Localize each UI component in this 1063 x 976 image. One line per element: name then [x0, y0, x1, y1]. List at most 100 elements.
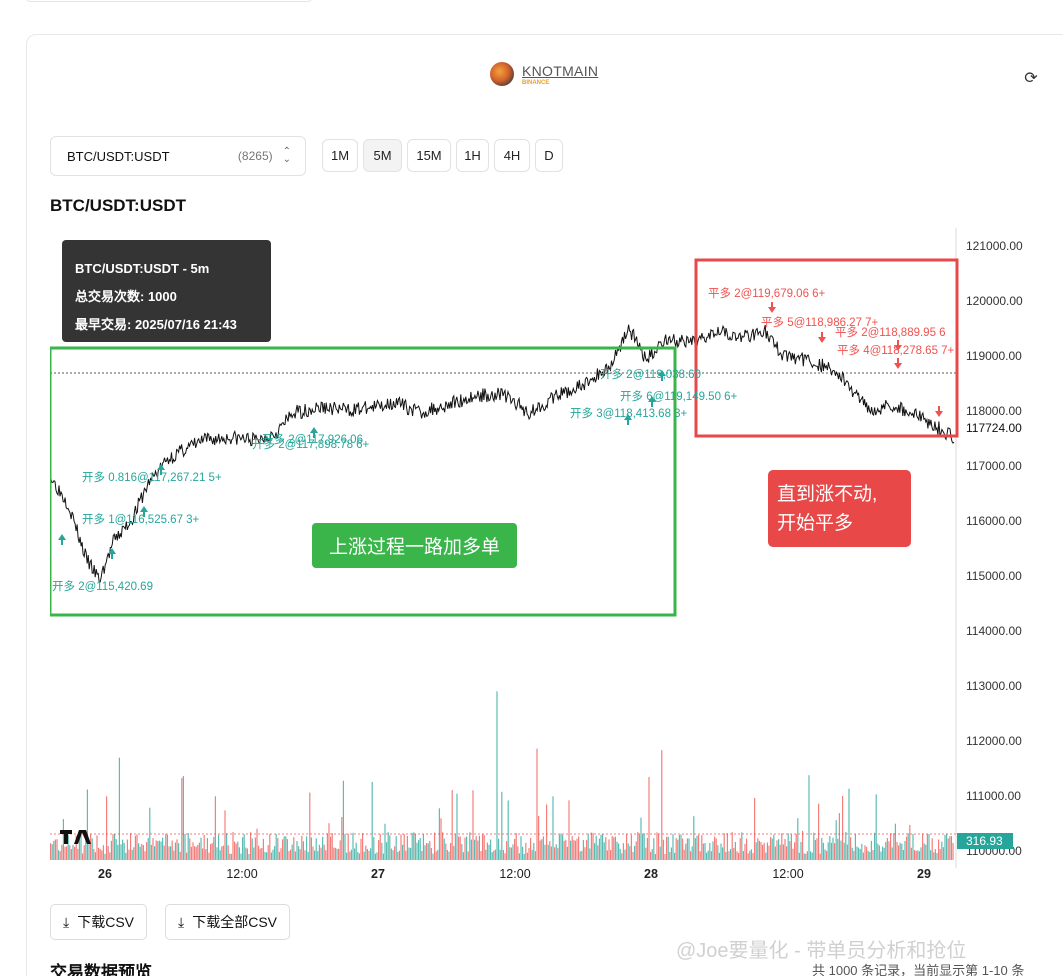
volume-bar	[893, 833, 895, 860]
volume-bar	[237, 841, 239, 860]
volume-bar	[251, 838, 253, 860]
volume-bar	[174, 842, 176, 860]
volume-bar	[549, 841, 551, 860]
volume-bar	[328, 823, 330, 860]
volume-bar	[94, 852, 96, 860]
timeframe-1m[interactable]: 1M	[322, 139, 358, 172]
section-title: 交易数据预览	[50, 963, 152, 976]
brand-link[interactable]: KNOTMAIN	[522, 62, 599, 79]
volume-bar	[74, 846, 76, 860]
volume-bar	[835, 820, 837, 860]
volume-bar	[731, 832, 733, 860]
volume-bar	[342, 780, 344, 860]
trade-annotation-long: 开多 2@115,420.69	[52, 579, 153, 593]
volume-bar	[880, 851, 882, 860]
volume-bar	[221, 846, 223, 860]
volume-bar	[267, 845, 269, 860]
chevron-updown-icon: ⌃ ⌄	[282, 146, 291, 165]
volume-bar	[331, 833, 333, 860]
volume-bar	[362, 833, 364, 860]
volume-bar	[178, 843, 180, 860]
volume-bar	[760, 842, 762, 860]
volume-bar	[840, 840, 842, 860]
volume-bar	[304, 850, 306, 860]
volume-bar	[149, 807, 151, 860]
volume-bar	[432, 853, 434, 860]
volume-bar	[786, 846, 788, 860]
volume-bar	[941, 841, 943, 860]
volume-bar	[597, 845, 599, 860]
buy-arrow	[658, 370, 666, 381]
volume-bar	[170, 846, 172, 860]
trade-annotation-long: 开多 6@119,149.50 6+	[620, 389, 738, 403]
price-chart[interactable]: 121000.00 120000.00 119000.00 118000.00 1170…	[50, 228, 1063, 893]
volume-bar	[512, 844, 514, 860]
volume-bar	[646, 837, 648, 860]
volume-bar	[166, 834, 168, 860]
volume-bar	[270, 852, 272, 860]
timeframe-d[interactable]: D	[535, 139, 563, 172]
volume-bar	[814, 840, 816, 860]
volume-bar	[763, 842, 765, 860]
trade-annotation-close: 平多 2@118,889.95 6	[835, 325, 946, 339]
sell-arrow	[894, 358, 902, 369]
volume-bar	[197, 844, 199, 860]
volume-bar	[62, 819, 64, 860]
y-tick-label: 117000.00	[966, 459, 1022, 473]
volume-bar	[184, 833, 186, 860]
volume-bar	[848, 788, 850, 860]
volume-bar	[946, 833, 948, 860]
volume-bar	[216, 847, 218, 860]
volume-bar	[307, 851, 309, 860]
timeframe-5m[interactable]: 5M	[363, 139, 402, 172]
volume-bar	[363, 851, 365, 860]
volume-bar	[160, 841, 162, 860]
volume-bar	[798, 852, 800, 860]
volume-bar	[526, 852, 528, 860]
buy-arrow	[624, 414, 632, 425]
volume-bar	[494, 849, 496, 860]
volume-bar	[584, 847, 586, 860]
volume-bar	[278, 851, 280, 860]
volume-bar	[448, 851, 450, 860]
volume-bar	[914, 850, 916, 860]
volume-bar	[202, 848, 204, 860]
download-csv-button[interactable]: ⤓ 下载CSV	[50, 904, 147, 940]
timeframe-15m[interactable]: 15M	[407, 139, 451, 172]
volume-bar	[600, 834, 602, 860]
volume-bar	[736, 851, 738, 860]
volume-bar	[474, 839, 476, 860]
volume-bar	[462, 852, 464, 860]
volume-bar	[778, 839, 780, 860]
volume-bar	[509, 847, 511, 860]
tooltip-total-trades: 总交易次数: 1000	[75, 289, 177, 304]
volume-bar	[72, 844, 74, 860]
volume-bar	[358, 853, 360, 860]
volume-bar	[189, 838, 191, 860]
volume-bar	[406, 835, 408, 860]
y-tick-label: 120000.00	[966, 294, 1023, 308]
volume-bar	[490, 839, 492, 860]
volume-bar	[306, 836, 308, 860]
timeframe-4h[interactable]: 4H	[494, 139, 530, 172]
volume-bar	[67, 834, 69, 860]
volume-bar	[677, 839, 679, 860]
volume-bar	[66, 846, 68, 860]
volume-bar	[106, 796, 108, 860]
volume-bar	[690, 851, 692, 860]
volume-bar	[275, 834, 277, 860]
volume-bar	[853, 850, 855, 860]
volume-bar	[811, 852, 813, 860]
timeframe-1h[interactable]: 1H	[456, 139, 489, 172]
volume-bar	[912, 833, 914, 860]
volume-bar	[446, 849, 448, 860]
volume-bar	[762, 844, 764, 860]
download-all-csv-button[interactable]: ⤓ 下载全部CSV	[165, 904, 290, 940]
trade-annotation-long: 开多 1@116,525.67 3+	[82, 512, 200, 526]
volume-bar	[803, 853, 805, 860]
volume-bar	[498, 838, 500, 860]
volume-bar	[906, 836, 908, 860]
buy-arrow	[108, 548, 116, 559]
symbol-select[interactable]: BTC/USDT:USDT (8265) ⌃ ⌄	[50, 136, 306, 176]
refresh-icon[interactable]: ⟳	[1024, 70, 1038, 87]
